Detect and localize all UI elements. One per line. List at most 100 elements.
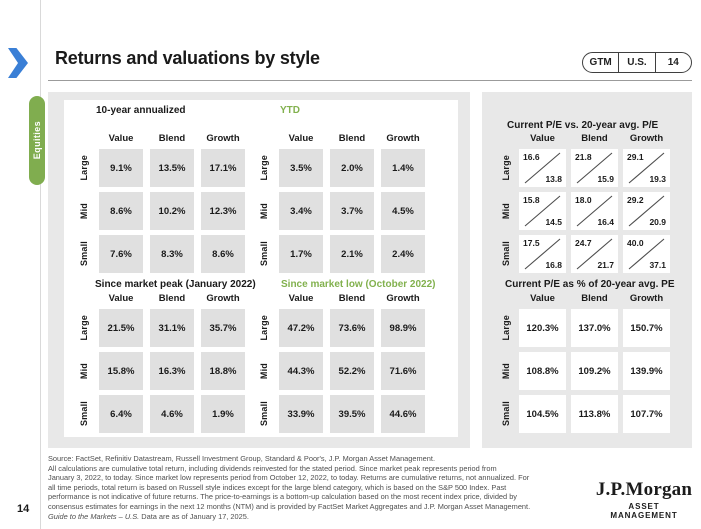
page-title: Returns and valuations by style (55, 48, 320, 68)
diagonal-slash (576, 152, 613, 184)
diagonal-slash (576, 195, 613, 227)
pe-cell: 40.0 37.1 (623, 235, 670, 273)
grid-corner (256, 130, 272, 144)
current-pe-value: 15.8 (523, 195, 540, 205)
title-ytd: YTD (280, 105, 300, 116)
page-number: 14 (17, 503, 30, 515)
row-label: Mid (259, 202, 269, 220)
style-cell: 73.6% (330, 309, 374, 347)
row-label: Mid (259, 362, 269, 380)
style-cell: 3.4% (279, 192, 323, 230)
avg-pe-value: 15.9 (597, 174, 614, 184)
gtm-date: Data are as of January 17, 2025. (139, 511, 249, 521)
grid-10yr-annualized: Value Blend Growth Large 9.1% 13.5% 17.1% Mid 8.… (76, 130, 245, 273)
gtm-badge-group: GTM U.S. 14 (582, 52, 692, 73)
col-header: Growth (629, 133, 664, 144)
row-label: Small (501, 241, 511, 267)
style-cell: 8.6% (201, 235, 245, 273)
style-cell: 12.3% (201, 192, 245, 230)
col-header: Value (288, 133, 314, 144)
row-label: Small (259, 401, 269, 427)
style-cell: 4.6% (150, 395, 194, 433)
footnote-line: All calculations are cumulative total re… (48, 463, 497, 473)
style-cell: 71.6% (381, 352, 425, 390)
col-header: Value (530, 293, 555, 304)
grid-pe-vs-avg: Value Blend Growth Large 16.6 13.8 21.8 15.9 29.… (498, 130, 670, 273)
badge-gtm[interactable]: GTM (589, 57, 612, 68)
asset-management-label: ASSET MANAGEMENT (610, 502, 678, 520)
grid-corner (76, 130, 92, 144)
diagonal-slash (628, 152, 665, 184)
grid-corner (498, 130, 514, 144)
style-cell: 8.3% (150, 235, 194, 273)
style-cell: 7.6% (99, 235, 143, 273)
diagonal-slash (576, 238, 613, 270)
col-header: Growth (206, 133, 240, 144)
row-label: Small (501, 401, 511, 427)
diagonal-slash (524, 152, 561, 184)
diagonal-slash (524, 195, 561, 227)
col-header: Growth (386, 293, 420, 304)
row-label: Small (259, 241, 269, 267)
diagonal-slash (628, 238, 665, 270)
grid-corner (498, 290, 514, 304)
row-label: Mid (501, 362, 511, 380)
col-header: Growth (629, 293, 664, 304)
sidebar-tab-label: Equities (32, 121, 42, 160)
grid-pe-pct-avg: Value Blend Growth Large 120.3% 137.0% 150.7% M… (498, 290, 670, 433)
col-header: Blend (581, 133, 608, 144)
pe-cell: 29.1 19.3 (623, 149, 670, 187)
col-header: Value (108, 133, 134, 144)
col-header: Blend (158, 293, 186, 304)
pe-cell: 21.8 15.9 (571, 149, 618, 187)
footnote-line: performance is not indicative of future … (48, 492, 518, 502)
badge-region-us[interactable]: U.S. (618, 53, 654, 72)
row-label: Small (79, 401, 89, 427)
title-pe-pct-avg: Current P/E as % of 20-year avg. PE (505, 279, 675, 290)
style-cell: 8.6% (99, 192, 143, 230)
style-cell: 2.1% (330, 235, 374, 273)
style-cell: 47.2% (279, 309, 323, 347)
style-cell: 13.5% (150, 149, 194, 187)
source-footnote: Source: FactSet, Refinitiv Datastream, R… (48, 454, 600, 521)
style-cell: 33.9% (279, 395, 323, 433)
current-pe-value: 16.6 (523, 152, 540, 162)
pe-cell: 16.6 13.8 (519, 149, 566, 187)
col-header: Blend (158, 133, 186, 144)
style-cell: 15.8% (99, 352, 143, 390)
row-label: Mid (501, 202, 511, 220)
col-header: Growth (206, 293, 240, 304)
style-cell: 6.4% (99, 395, 143, 433)
style-cell: 18.8% (201, 352, 245, 390)
header-rule (48, 80, 692, 81)
style-cell: 39.5% (330, 395, 374, 433)
sidebar-tab-equities[interactable]: Equities (29, 96, 45, 185)
style-cell: 17.1% (201, 149, 245, 187)
style-cell: 31.1% (150, 309, 194, 347)
current-pe-value: 40.0 (627, 238, 644, 248)
grid-corner (256, 290, 272, 304)
footnote-line: consensus estimates for earnings in the … (48, 501, 531, 511)
style-cell: 21.5% (99, 309, 143, 347)
avg-pe-value: 20.9 (649, 217, 666, 227)
grid-ytd: Value Blend Growth Large 3.5% 2.0% 1.4% Mid 3.4%… (256, 130, 425, 273)
row-label: Large (259, 155, 269, 181)
footnote-line: all time periods, total return is based … (48, 482, 507, 492)
badge-page-number[interactable]: 14 (654, 53, 691, 72)
style-cell: 139.9% (623, 352, 670, 390)
style-cell: 44.3% (279, 352, 323, 390)
col-header: Value (530, 133, 555, 144)
current-pe-value: 18.0 (575, 195, 592, 205)
current-pe-value: 21.8 (575, 152, 592, 162)
style-cell: 104.5% (519, 395, 566, 433)
diagonal-slash (524, 238, 561, 270)
style-cell: 107.7% (623, 395, 670, 433)
grid-since-low: Value Blend Growth Large 47.2% 73.6% 98.9% Mid 4… (256, 290, 425, 433)
col-header: Growth (386, 133, 420, 144)
style-cell: 10.2% (150, 192, 194, 230)
pe-cell: 15.8 14.5 (519, 192, 566, 230)
col-header: Value (288, 293, 314, 304)
style-cell: 3.7% (330, 192, 374, 230)
style-cell: 35.7% (201, 309, 245, 347)
style-cell: 98.9% (381, 309, 425, 347)
